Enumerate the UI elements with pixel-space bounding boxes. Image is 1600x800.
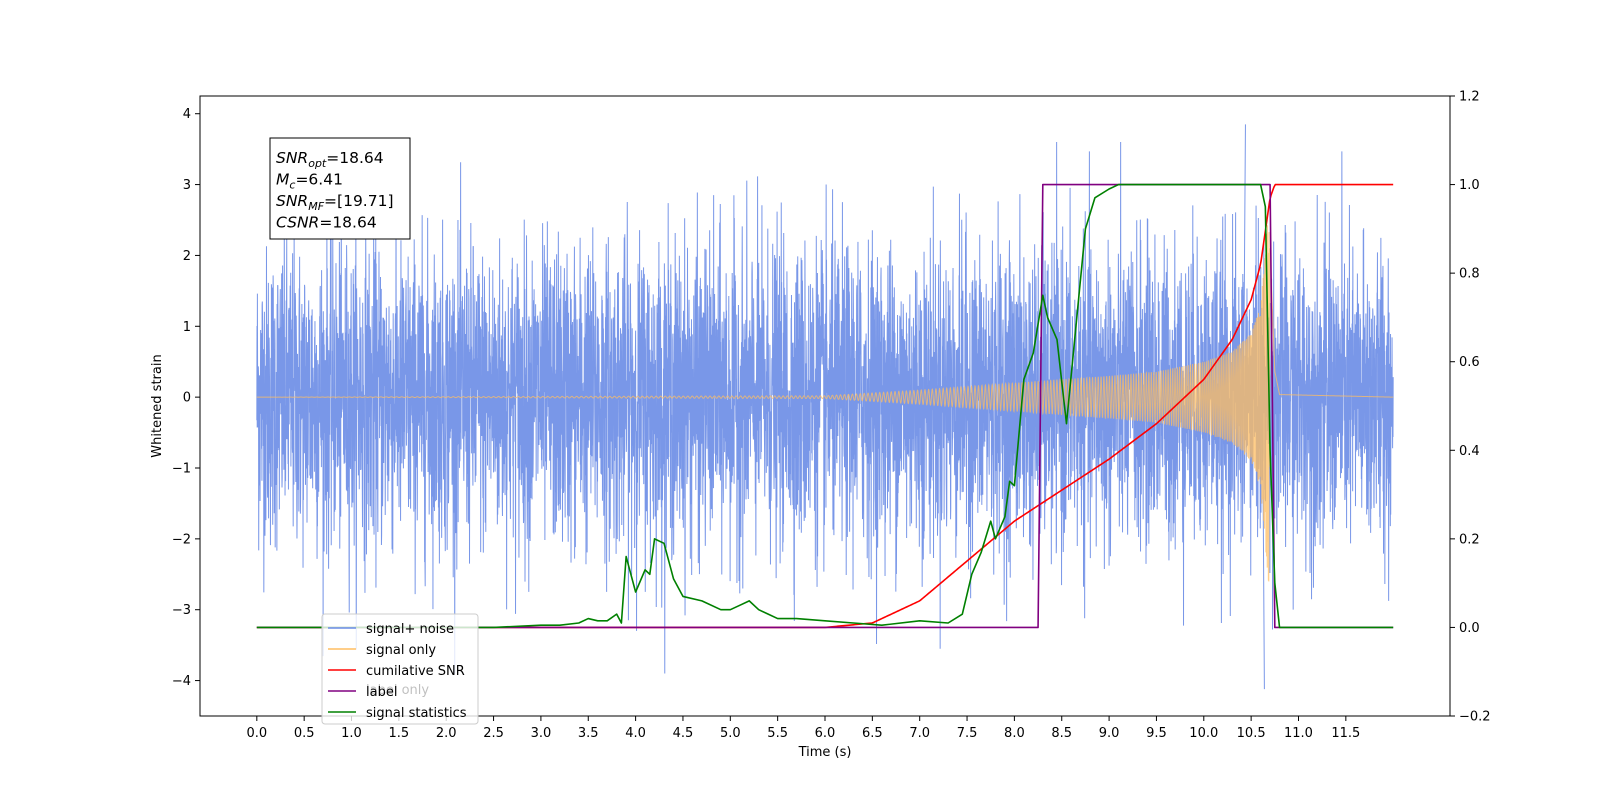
y-tick-label-right: 0.4 [1459, 444, 1480, 459]
y-tick-label-right: −0.2 [1459, 710, 1491, 725]
x-tick-label: 3.0 [531, 726, 552, 741]
x-tick-label: 8.5 [1051, 726, 1072, 741]
x-tick-label: 11.0 [1284, 726, 1313, 741]
legend-label: signal+ noise [366, 622, 454, 637]
x-tick-label: 6.0 [815, 726, 836, 741]
series-signal-only-line [256, 225, 1394, 582]
x-tick-label: 3.5 [578, 726, 599, 741]
x-tick-label: 7.0 [909, 726, 930, 741]
x-axis-label: Time (s) [798, 745, 852, 760]
x-tick-label: 2.5 [483, 726, 504, 741]
x-tick-label: 2.0 [436, 726, 457, 741]
annotation-box: SNRopt=18.64Mc=6.41SNRMF=[19.71]CSNR=18.… [269, 137, 411, 240]
legend-label: signal statistics [366, 706, 467, 721]
legend: label only signal+ noise signal only cumila… [321, 613, 479, 725]
legend-label: cumilative SNR [366, 664, 465, 679]
x-tick-label: 5.5 [767, 726, 788, 741]
x-tick-label: 11.5 [1331, 726, 1360, 741]
x-tick-label: 8.0 [1004, 726, 1025, 741]
annotation-line: SNRMF=[19.71] [276, 192, 394, 213]
x-tick-label: 5.0 [720, 726, 741, 741]
y-tick-label-left: 2 [183, 249, 191, 264]
y-tick-label-left: −1 [172, 462, 191, 477]
annotation-frame [269, 137, 411, 240]
legend-label: signal only [366, 643, 436, 658]
y-tick-label-right: 0.8 [1459, 267, 1480, 282]
x-tick-label: 7.5 [957, 726, 978, 741]
y-tick-label-right: 0.6 [1459, 355, 1480, 370]
y-axis-right: −0.2 0.0 0.2 0.4 0.6 0.8 1.0 1.2 [1450, 90, 1491, 725]
y-tick-label-right: 0.0 [1459, 621, 1480, 636]
series-cumulative-snr-line [256, 183, 1394, 629]
y-tick-label-left: 1 [183, 320, 191, 335]
y-tick-label-right: 0.2 [1459, 532, 1480, 547]
x-tick-label: 0.5 [294, 726, 315, 741]
x-tick-label: 4.0 [625, 726, 646, 741]
x-tick-label: 9.5 [1146, 726, 1167, 741]
y-tick-label-left: −3 [172, 603, 191, 618]
legend-frame [321, 613, 479, 725]
y-tick-label-left: 0 [183, 391, 191, 406]
y-tick-label-right: 1.0 [1459, 178, 1480, 193]
y-tick-label-right: 1.2 [1459, 90, 1480, 105]
x-tick-label: 6.5 [862, 726, 883, 741]
plot-area [256, 124, 1394, 690]
annotation-line: Mc=6.41 [276, 171, 343, 192]
x-tick-label: 10.5 [1237, 726, 1266, 741]
y-tick-label-left: 3 [183, 178, 191, 193]
y-tick-label-left: 4 [183, 107, 191, 122]
x-tick-label: 1.5 [389, 726, 410, 741]
annotation-line: SNRopt=18.64 [276, 149, 384, 170]
series-signal-statistics-line [256, 183, 1394, 629]
x-axis: 0.0 0.5 1.0 1.5 2.0 2.5 3.0 3.5 4.0 4.5 5.0 5.5 6.0 6… [246, 716, 1360, 741]
annotation-line: CSNR=18.64 [276, 214, 377, 232]
legend-overlay-text: label only [366, 683, 429, 698]
y-tick-label-left: −4 [172, 674, 191, 689]
x-tick-label: 10.0 [1189, 726, 1218, 741]
x-tick-label: 0.0 [246, 726, 267, 741]
y-axis-left: −4 −3 −2 −1 0 1 2 3 4 [172, 107, 200, 689]
x-tick-label: 1.0 [341, 726, 362, 741]
y-tick-label-left: −2 [172, 532, 191, 547]
x-tick-label: 9.0 [1099, 726, 1120, 741]
y-axis-label-left: Whitened strain [150, 354, 165, 457]
x-tick-label: 4.5 [673, 726, 694, 741]
legend-label: label [366, 685, 397, 700]
